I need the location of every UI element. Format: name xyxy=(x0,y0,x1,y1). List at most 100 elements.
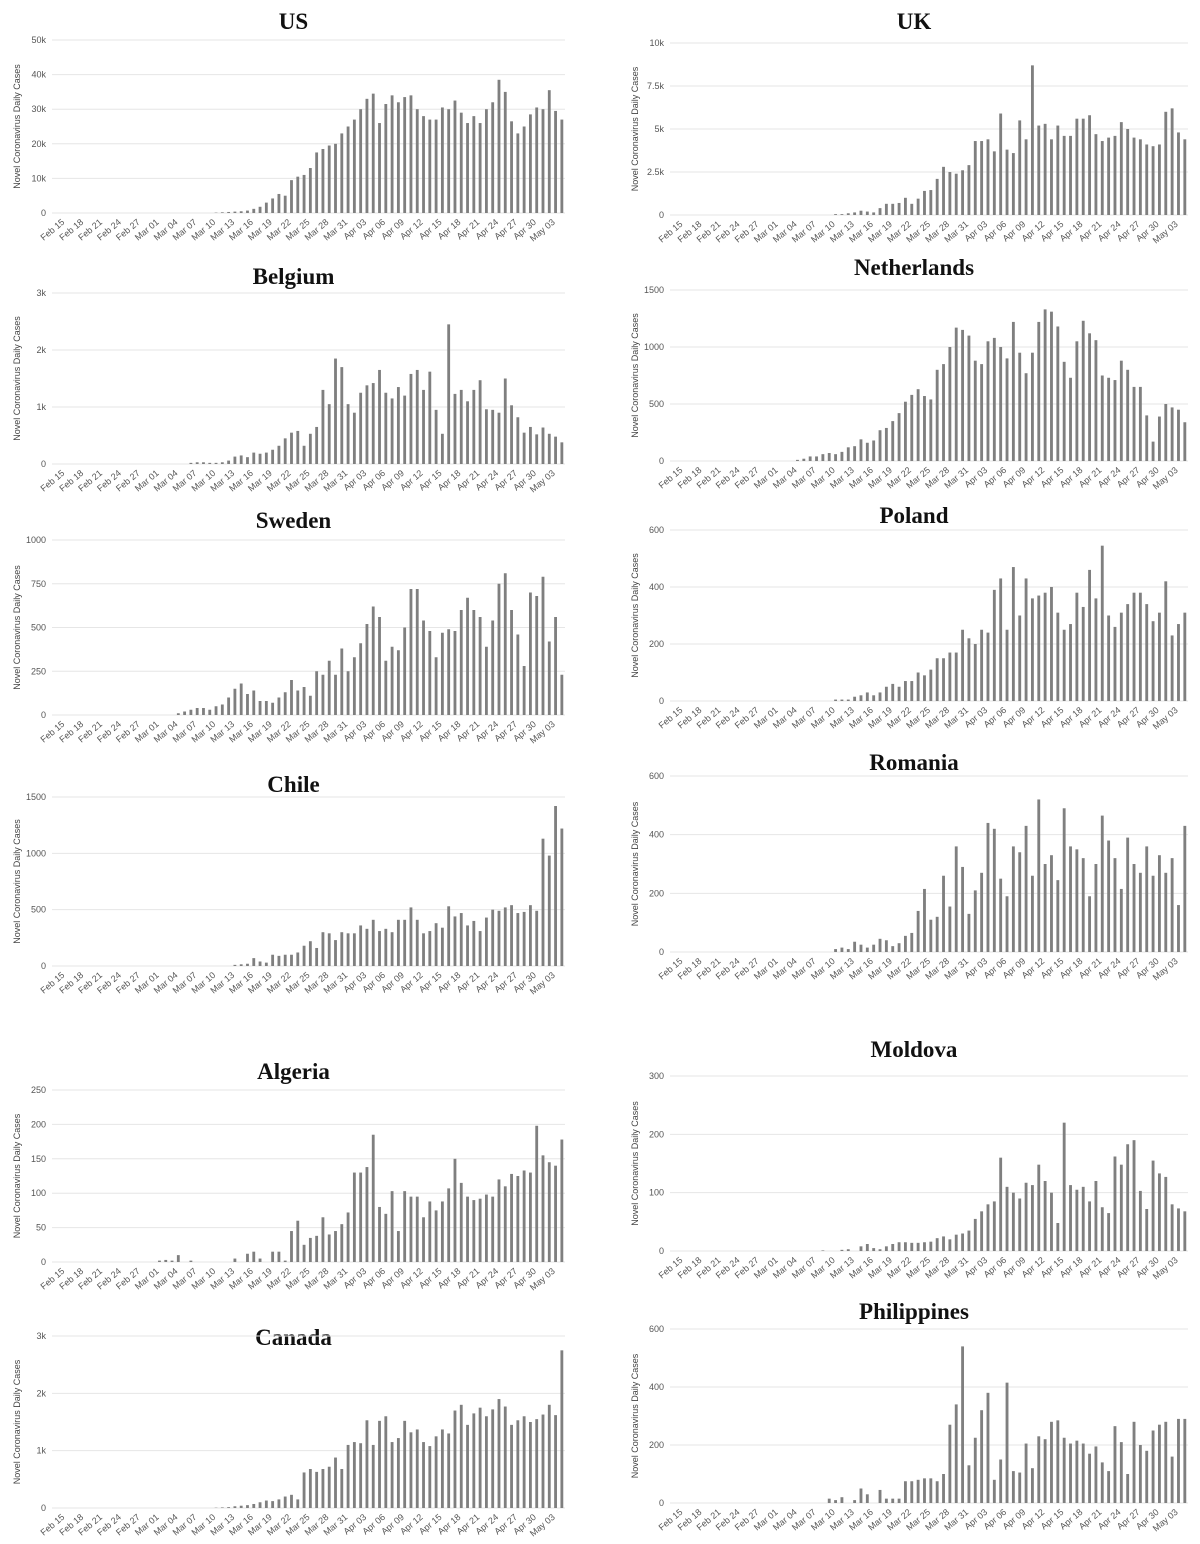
y-tick-label: 40k xyxy=(31,70,46,80)
chart-title: UK xyxy=(897,9,932,34)
bar xyxy=(916,910,920,952)
bar xyxy=(1069,377,1072,461)
bar xyxy=(973,141,977,215)
bar xyxy=(1062,135,1066,215)
bar xyxy=(897,1498,901,1503)
bar xyxy=(422,1217,425,1262)
bar xyxy=(547,433,551,464)
bar xyxy=(541,427,545,464)
bar xyxy=(935,369,939,461)
bar xyxy=(846,949,850,952)
bar xyxy=(1113,380,1117,461)
bar xyxy=(290,432,293,464)
y-tick-label: 0 xyxy=(41,1503,46,1513)
y-tick-label: 200 xyxy=(649,639,664,649)
bar xyxy=(1011,567,1015,701)
bar xyxy=(516,634,520,715)
y-tick-label: 1000 xyxy=(644,342,664,352)
bar xyxy=(308,433,312,464)
bar xyxy=(359,643,363,715)
bar xyxy=(967,165,971,215)
bar xyxy=(535,107,539,213)
bar xyxy=(189,1260,193,1262)
chart-title: Poland xyxy=(879,503,948,528)
bar xyxy=(516,1420,520,1508)
bar xyxy=(183,711,187,715)
bar xyxy=(1164,404,1168,461)
bar xyxy=(453,631,457,715)
bar xyxy=(1056,1223,1060,1251)
bar xyxy=(1005,149,1009,215)
bar xyxy=(359,1443,363,1508)
bar xyxy=(472,116,476,213)
bar xyxy=(872,695,876,701)
bar xyxy=(447,629,451,715)
y-tick-label: 3k xyxy=(36,1331,46,1341)
bar xyxy=(396,387,400,464)
y-tick-label: 200 xyxy=(31,1119,46,1129)
bar xyxy=(1157,144,1161,215)
bar xyxy=(1043,864,1047,952)
bar xyxy=(459,610,463,715)
bar xyxy=(840,214,844,215)
y-tick-label: 0 xyxy=(41,961,46,971)
bar xyxy=(334,358,337,464)
bar xyxy=(233,456,237,464)
y-tick-label: 200 xyxy=(649,1440,664,1450)
bar xyxy=(434,657,438,715)
bar xyxy=(428,1201,432,1262)
bar xyxy=(1145,1209,1149,1251)
bar xyxy=(846,699,850,701)
bar xyxy=(992,589,996,701)
y-tick-label: 150 xyxy=(31,1154,46,1164)
bar xyxy=(1177,409,1180,461)
bar xyxy=(1126,369,1130,461)
bar xyxy=(428,631,432,715)
y-tick-label: 20k xyxy=(31,139,46,149)
bar xyxy=(1164,872,1168,952)
bar xyxy=(1094,598,1098,701)
bar xyxy=(834,1500,838,1503)
bar xyxy=(891,683,895,701)
bar xyxy=(239,1505,243,1508)
y-tick-label: 500 xyxy=(649,399,664,409)
bar xyxy=(910,932,914,952)
bar xyxy=(554,436,557,464)
bar xyxy=(271,198,275,213)
bar xyxy=(834,699,838,701)
bar xyxy=(1119,612,1123,701)
bar xyxy=(910,203,914,215)
bar xyxy=(202,708,205,715)
bar xyxy=(246,963,249,966)
bar xyxy=(821,1250,825,1251)
bar xyxy=(967,1465,971,1503)
bar xyxy=(1050,1421,1053,1503)
bar xyxy=(903,401,907,461)
bar xyxy=(252,1503,256,1508)
bar xyxy=(942,1474,945,1503)
bar xyxy=(466,1196,469,1262)
bar xyxy=(315,1235,319,1262)
bar xyxy=(840,1249,844,1251)
bar xyxy=(967,335,971,461)
bar xyxy=(1056,125,1060,215)
bar xyxy=(986,341,990,461)
bar xyxy=(246,1253,249,1262)
bar xyxy=(491,1196,495,1262)
bar xyxy=(961,170,965,215)
chart-title: US xyxy=(279,9,308,34)
bar xyxy=(853,1500,857,1503)
bar xyxy=(961,1346,965,1503)
bar xyxy=(954,327,958,461)
bar xyxy=(1088,569,1092,701)
bar xyxy=(554,1415,557,1508)
bar xyxy=(827,1498,831,1503)
bar xyxy=(428,371,432,464)
bar xyxy=(233,1506,237,1508)
bar xyxy=(935,178,939,215)
y-axis-label: Novel Coronavirus Daily Cases xyxy=(12,1113,22,1238)
bar xyxy=(1081,858,1085,952)
bar xyxy=(1094,864,1098,952)
bar xyxy=(277,697,281,715)
bar xyxy=(1126,604,1130,701)
